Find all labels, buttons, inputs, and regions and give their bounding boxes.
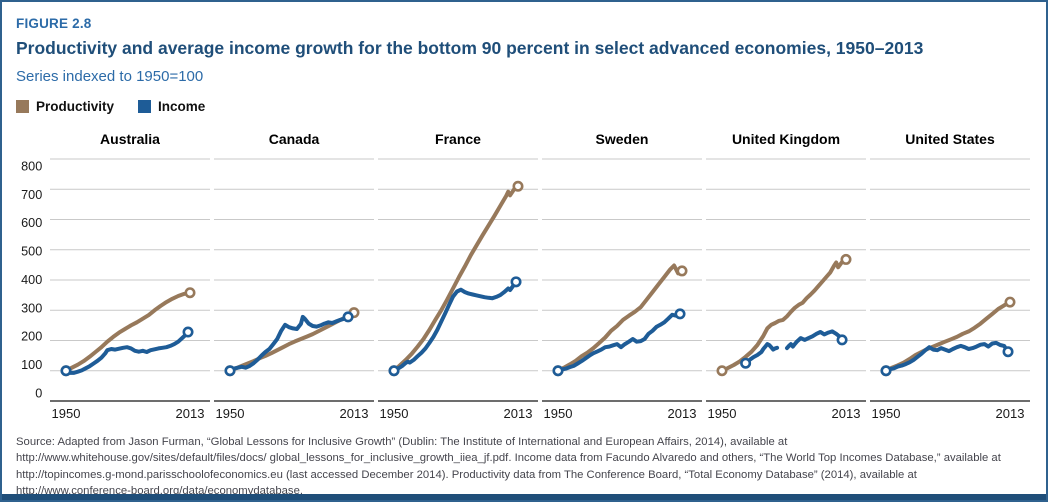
australia-income-endpoint-marker	[60, 365, 72, 377]
chart-panel-australia: Australia 1950 2013	[50, 129, 210, 426]
united-states-income-endpoint-marker	[880, 365, 892, 377]
united-states-income-endpoint-marker	[1002, 346, 1014, 358]
chart-canvas-united-states: United States 1950 2013	[870, 131, 1030, 421]
france-income-endpoint-marker	[388, 365, 400, 377]
chart-canvas-france: France 1950 2013	[378, 131, 538, 421]
united-kingdom-income-endpoint-marker	[836, 334, 848, 346]
sweden-income-endpoint-marker	[674, 308, 686, 320]
y-axis-labels: 800 700 600 500 400 300 200 100 0	[21, 159, 42, 400]
y-tick-label: 700	[21, 188, 42, 202]
charts-row: 800 700 600 500 400 300 200 100 0 Australia 1950 20…	[16, 129, 1030, 426]
canada-productivity-line	[224, 307, 360, 377]
chart-panel-sweden: Sweden 1950 2013	[542, 129, 702, 426]
france-income-endpoint-marker	[510, 276, 522, 288]
chart-panel-united-states: United States 1950 2013	[870, 129, 1030, 426]
source-note: Source: Adapted from Jason Furman, “Glob…	[16, 436, 1001, 498]
y-tick-label: 500	[21, 245, 42, 259]
chart-canvas-australia: Australia 1950 2013	[50, 131, 210, 421]
x-tick-end: 2013	[996, 406, 1025, 421]
figure-subtitle: Series indexed to 1950=100	[16, 68, 204, 85]
australia-productivity-endpoint-marker	[184, 287, 196, 299]
panel-title: Canada	[269, 131, 320, 147]
panel-title: United States	[905, 131, 995, 147]
x-tick-start: 1950	[380, 406, 409, 421]
chart-panel-united-kingdom: United Kingdom 1950 2013	[706, 129, 866, 426]
united-states-productivity-line	[880, 296, 1016, 377]
y-tick-label: 400	[21, 273, 42, 287]
y-tick-label: 300	[21, 301, 42, 315]
france-productivity-endpoint-marker	[512, 180, 524, 192]
australia-income-line	[60, 326, 194, 377]
x-tick-start: 1950	[872, 406, 901, 421]
chart-canvas-united-kingdom: United Kingdom 1950 2013	[706, 131, 866, 421]
canada-income-endpoint-marker	[224, 365, 236, 377]
x-tick-start: 1950	[216, 406, 245, 421]
bottom-accent-bar	[2, 494, 1046, 500]
legend-label-productivity: Productivity	[36, 99, 115, 114]
panel-title: Australia	[100, 131, 160, 147]
legend-item-income: Income	[138, 99, 205, 114]
sweden-productivity-endpoint-marker	[676, 265, 688, 277]
chart-panel-canada: Canada 1950 2013	[214, 129, 374, 426]
panel-title: Sweden	[596, 131, 649, 147]
france-productivity-line	[388, 180, 524, 377]
united-states-productivity-endpoint-marker	[1004, 296, 1016, 308]
figure-title: Productivity and average income growth f…	[16, 38, 924, 58]
income-swatch-icon	[138, 100, 152, 113]
y-tick-label: 600	[21, 216, 42, 230]
legend: Productivity Income	[16, 99, 1030, 114]
chart-canvas-canada: Canada 1950 2013	[214, 131, 374, 421]
united-kingdom-income-line	[740, 329, 848, 369]
y-tick-label: 100	[21, 358, 42, 372]
productivity-swatch-icon	[16, 100, 29, 113]
x-tick-start: 1950	[708, 406, 737, 421]
panel-title: France	[435, 131, 481, 147]
x-tick-end: 2013	[668, 406, 697, 421]
chart-panel-france: France 1950 2013	[378, 129, 538, 426]
x-tick-end: 2013	[176, 406, 205, 421]
united-kingdom-productivity-endpoint-marker	[840, 253, 852, 265]
x-tick-start: 1950	[52, 406, 81, 421]
sweden-income-endpoint-marker	[552, 365, 564, 377]
sweden-income-line	[552, 308, 686, 377]
france-income-line	[388, 276, 522, 377]
united-states-income-line	[880, 340, 1014, 377]
panel-title: United Kingdom	[732, 131, 840, 147]
figure-label: FIGURE 2.8	[16, 16, 92, 31]
y-tick-label: 200	[21, 330, 42, 344]
x-tick-end: 2013	[340, 406, 369, 421]
y-tick-label: 0	[35, 386, 42, 400]
canada-income-line	[224, 311, 354, 377]
y-tick-label: 800	[21, 159, 42, 173]
x-tick-end: 2013	[504, 406, 533, 421]
legend-label-income: Income	[158, 99, 206, 114]
united-kingdom-productivity-endpoint-marker	[716, 365, 728, 377]
x-tick-end: 2013	[832, 406, 861, 421]
australia-income-endpoint-marker	[182, 326, 194, 338]
canada-income-endpoint-marker	[342, 311, 354, 323]
chart-canvas-sweden: Sweden 1950 2013	[542, 131, 702, 421]
united-kingdom-productivity-line	[716, 253, 852, 377]
united-kingdom-income-endpoint-marker	[740, 357, 752, 369]
x-tick-start: 1950	[544, 406, 573, 421]
legend-item-productivity: Productivity	[16, 99, 114, 114]
australia-productivity-line	[60, 287, 196, 377]
